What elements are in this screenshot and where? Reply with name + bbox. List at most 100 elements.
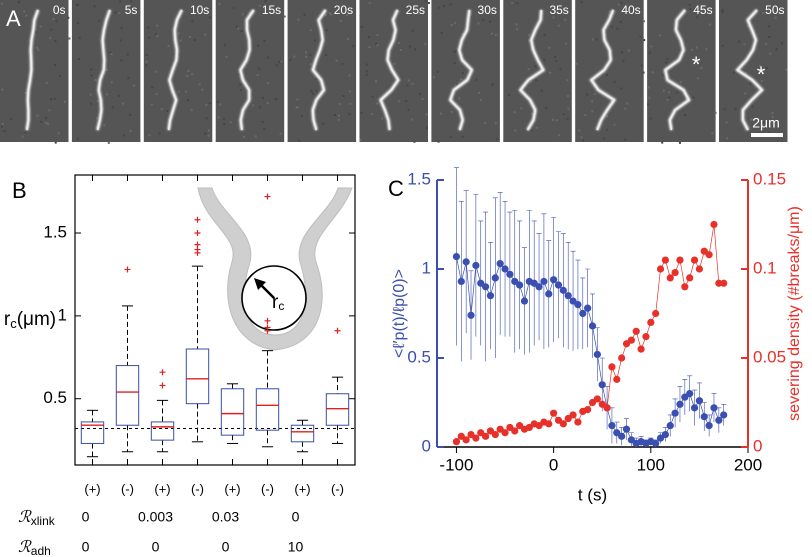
noise bbox=[367, 36, 370, 39]
noise bbox=[145, 54, 148, 57]
row-value: 10 bbox=[288, 539, 304, 555]
noise bbox=[723, 108, 726, 111]
image-frame bbox=[215, 0, 285, 142]
noise bbox=[734, 107, 737, 110]
noise bbox=[620, 1, 623, 4]
row-value: 0 bbox=[152, 539, 160, 555]
row-label: ℛxlink bbox=[18, 509, 56, 528]
box bbox=[325, 393, 350, 426]
data-point bbox=[481, 432, 490, 440]
noise bbox=[328, 12, 331, 15]
noise bbox=[534, 65, 537, 68]
box bbox=[290, 424, 315, 443]
noise bbox=[552, 16, 555, 19]
noise bbox=[530, 112, 533, 115]
noise bbox=[297, 18, 300, 21]
data-point bbox=[705, 422, 713, 430]
noise bbox=[109, 51, 112, 54]
noise bbox=[591, 100, 594, 103]
time-label: 10s bbox=[190, 3, 209, 17]
noise bbox=[482, 18, 485, 21]
noise bbox=[267, 82, 270, 85]
data-point bbox=[618, 432, 626, 440]
noise bbox=[259, 106, 262, 109]
noise bbox=[514, 129, 517, 132]
noise bbox=[527, 33, 530, 36]
noise bbox=[780, 42, 783, 45]
noise bbox=[154, 70, 157, 73]
noise bbox=[238, 73, 241, 76]
noise bbox=[1, 88, 4, 91]
noise bbox=[491, 83, 494, 86]
filament bbox=[590, 9, 616, 131]
noise bbox=[421, 98, 424, 101]
noise bbox=[114, 11, 117, 14]
row-label: ℛadh bbox=[18, 539, 51, 557]
row-subscript: adh bbox=[31, 544, 51, 557]
outlier bbox=[159, 369, 166, 376]
row-symbol: ℛ bbox=[18, 539, 32, 556]
noise bbox=[761, 119, 764, 122]
noise bbox=[145, 60, 148, 63]
noise bbox=[205, 103, 208, 106]
outlier bbox=[264, 317, 271, 324]
noise bbox=[1, 125, 4, 128]
noise bbox=[184, 90, 187, 93]
noise bbox=[554, 55, 557, 58]
noise bbox=[453, 50, 456, 53]
data-point bbox=[710, 220, 718, 229]
noise bbox=[335, 59, 338, 62]
noise bbox=[627, 49, 630, 52]
noise bbox=[365, 73, 368, 76]
panel-label: C bbox=[388, 176, 404, 201]
noise bbox=[93, 5, 96, 8]
noise bbox=[107, 141, 110, 144]
outlier bbox=[264, 324, 271, 331]
data-point bbox=[715, 416, 723, 424]
data-point bbox=[545, 420, 553, 428]
noise bbox=[405, 100, 408, 103]
noise bbox=[785, 68, 788, 71]
box bbox=[185, 348, 210, 405]
noise bbox=[437, 6, 440, 9]
noise bbox=[747, 25, 750, 28]
noise bbox=[205, 117, 208, 120]
time-label: 0s bbox=[53, 3, 66, 17]
noise bbox=[407, 79, 410, 82]
noise bbox=[24, 92, 27, 95]
filament bbox=[26, 9, 39, 131]
noise bbox=[436, 70, 439, 73]
noise bbox=[399, 48, 402, 51]
noise bbox=[456, 83, 459, 86]
noise bbox=[771, 111, 774, 114]
data-point bbox=[569, 411, 577, 419]
image-frame bbox=[503, 0, 572, 142]
noise bbox=[105, 93, 108, 96]
x-tick-label: (+) bbox=[154, 481, 170, 496]
data-point bbox=[559, 420, 567, 428]
noise bbox=[300, 114, 303, 117]
noise bbox=[458, 97, 461, 100]
noise bbox=[154, 33, 157, 36]
image-frame bbox=[647, 0, 716, 142]
noise bbox=[725, 121, 728, 124]
noise bbox=[261, 96, 264, 99]
noise bbox=[530, 129, 533, 132]
noise bbox=[410, 118, 413, 121]
noise bbox=[721, 8, 724, 11]
noise bbox=[464, 25, 467, 28]
noise bbox=[24, 131, 27, 134]
noise bbox=[78, 37, 81, 40]
noise bbox=[610, 26, 613, 29]
noise bbox=[424, 43, 427, 46]
noise bbox=[120, 26, 123, 29]
noise bbox=[257, 44, 260, 47]
noise bbox=[129, 129, 132, 132]
data-point bbox=[472, 261, 480, 270]
image-strip: 0s 5s 10s 15s 20s 25s 30s 35s 40s 45s 50s * * 2μm bbox=[0, 0, 788, 144]
data-point bbox=[579, 309, 587, 318]
noise bbox=[555, 119, 558, 122]
noise bbox=[333, 114, 336, 117]
noise bbox=[721, 11, 724, 14]
noise bbox=[77, 58, 80, 61]
